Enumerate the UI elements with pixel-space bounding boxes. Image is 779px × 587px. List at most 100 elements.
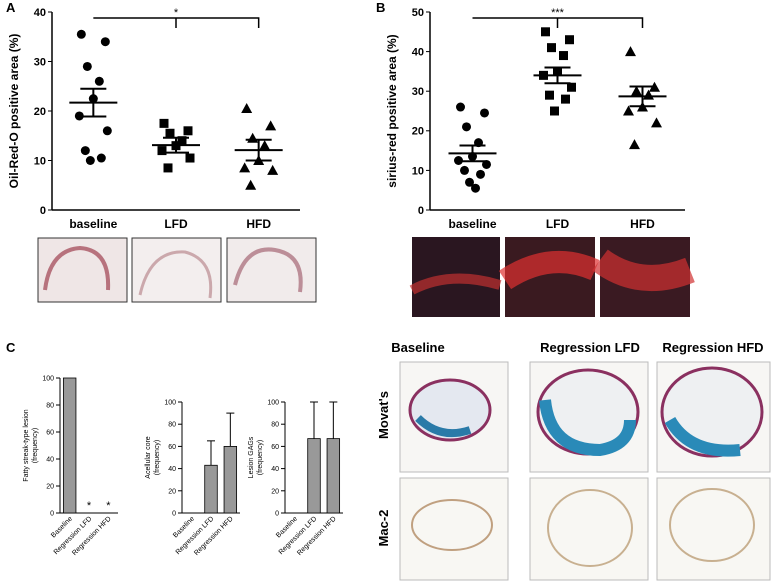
y-tick-label: 100: [42, 375, 54, 382]
data-point: [165, 128, 175, 138]
panel-label: C: [6, 340, 16, 355]
data-point: [100, 37, 110, 47]
bar: [62, 377, 77, 514]
data-point: [567, 82, 576, 92]
micrograph: [529, 477, 649, 581]
y-tick-label: 20: [34, 106, 46, 118]
data-point: [177, 136, 187, 146]
x-tick-label: LFD: [164, 217, 188, 231]
data-point: [82, 61, 92, 71]
y-axis-label: Acellular core: [145, 436, 152, 479]
x-tick-label: baseline: [69, 217, 117, 231]
y-tick-label: 20: [168, 488, 176, 495]
y-tick-label: 30: [412, 86, 424, 98]
y-tick-label: 80: [46, 402, 54, 409]
column-header: Baseline: [391, 340, 444, 355]
y-axis-label: Fatty streak-type lesion: [23, 409, 30, 481]
y-tick-label: 100: [164, 399, 176, 406]
column-header: Regression HFD: [662, 340, 763, 355]
sirius-micrographs: [409, 237, 695, 317]
y-tick-label: 10: [34, 155, 46, 167]
data-point: [159, 118, 169, 128]
y-axis-label: sirius-red positive area (%): [385, 34, 399, 187]
data-point: [163, 163, 173, 173]
y-tick-label: 0: [40, 205, 46, 217]
y-tick-label: 80: [271, 422, 279, 429]
y-tick-label: 10: [412, 165, 424, 177]
data-point: [80, 146, 90, 156]
data-point: [76, 29, 86, 39]
panel-label: A: [6, 0, 16, 15]
data-point: [465, 177, 474, 187]
significance-label: *: [174, 7, 179, 19]
bar: [326, 438, 341, 514]
data-point: [547, 43, 556, 53]
significance-bracket: [93, 17, 260, 28]
significance-label: ***: [551, 7, 565, 19]
annotation: *: [106, 500, 111, 512]
y-tick-label: 60: [271, 444, 279, 451]
y-tick-label: 20: [271, 488, 279, 495]
movat-micrographs: [399, 361, 771, 473]
data-point: [267, 164, 279, 175]
micrograph: [399, 477, 509, 581]
data-point: [476, 169, 485, 179]
y-tick-label: 40: [46, 456, 54, 463]
data-point: [480, 108, 489, 118]
y-tick-label: 60: [168, 444, 176, 451]
bar: [204, 464, 218, 514]
y-axis-label: (frequency): [154, 440, 161, 475]
data-point: [247, 132, 259, 143]
y-tick-label: 20: [412, 126, 424, 138]
data-point: [629, 139, 640, 150]
y-tick-label: 40: [34, 7, 46, 19]
data-point: [265, 120, 277, 131]
y-tick-label: 0: [172, 510, 176, 517]
significance-bracket: [472, 17, 644, 28]
y-tick-label: 40: [168, 466, 176, 473]
x-tick-label: baseline: [448, 217, 496, 231]
data-point: [559, 51, 568, 61]
x-tick-label: HFD: [630, 217, 655, 231]
annotation: *: [87, 500, 92, 512]
x-tick-label: LFD: [546, 217, 570, 231]
data-point: [74, 111, 84, 121]
y-tick-label: 0: [275, 510, 279, 517]
y-tick-label: 40: [412, 46, 424, 58]
data-point: [183, 126, 193, 136]
data-point: [94, 76, 104, 86]
micrograph: [656, 477, 771, 581]
column-header: Regression LFD: [540, 340, 640, 355]
data-point: [550, 106, 559, 116]
bar: [223, 445, 238, 514]
oil-red-micrographs: [37, 237, 317, 303]
data-point: [565, 35, 574, 45]
data-point: [471, 183, 480, 193]
y-tick-label: 80: [168, 422, 176, 429]
data-point: [456, 102, 465, 112]
data-point: [541, 27, 550, 37]
bar: [307, 438, 321, 514]
data-point: [157, 146, 167, 156]
data-point: [241, 103, 253, 114]
y-axis-label: Lesion GAGs: [248, 436, 255, 478]
y-tick-label: 40: [271, 466, 279, 473]
data-point: [96, 153, 106, 163]
row-header: Mac-2: [376, 510, 391, 547]
x-tick-label: HFD: [246, 217, 271, 231]
data-point: [102, 126, 112, 136]
data-point: [462, 122, 471, 132]
y-tick-label: 50: [412, 7, 424, 19]
y-tick-label: 0: [418, 205, 424, 217]
data-point: [460, 165, 469, 175]
data-point: [561, 94, 570, 104]
y-tick-label: 60: [46, 429, 54, 436]
data-point: [631, 85, 642, 96]
data-point: [454, 156, 463, 165]
data-point: [625, 46, 636, 57]
data-point: [651, 117, 662, 128]
data-point: [185, 153, 195, 163]
y-tick-label: 0: [50, 510, 54, 517]
y-tick-label: 30: [34, 56, 46, 68]
